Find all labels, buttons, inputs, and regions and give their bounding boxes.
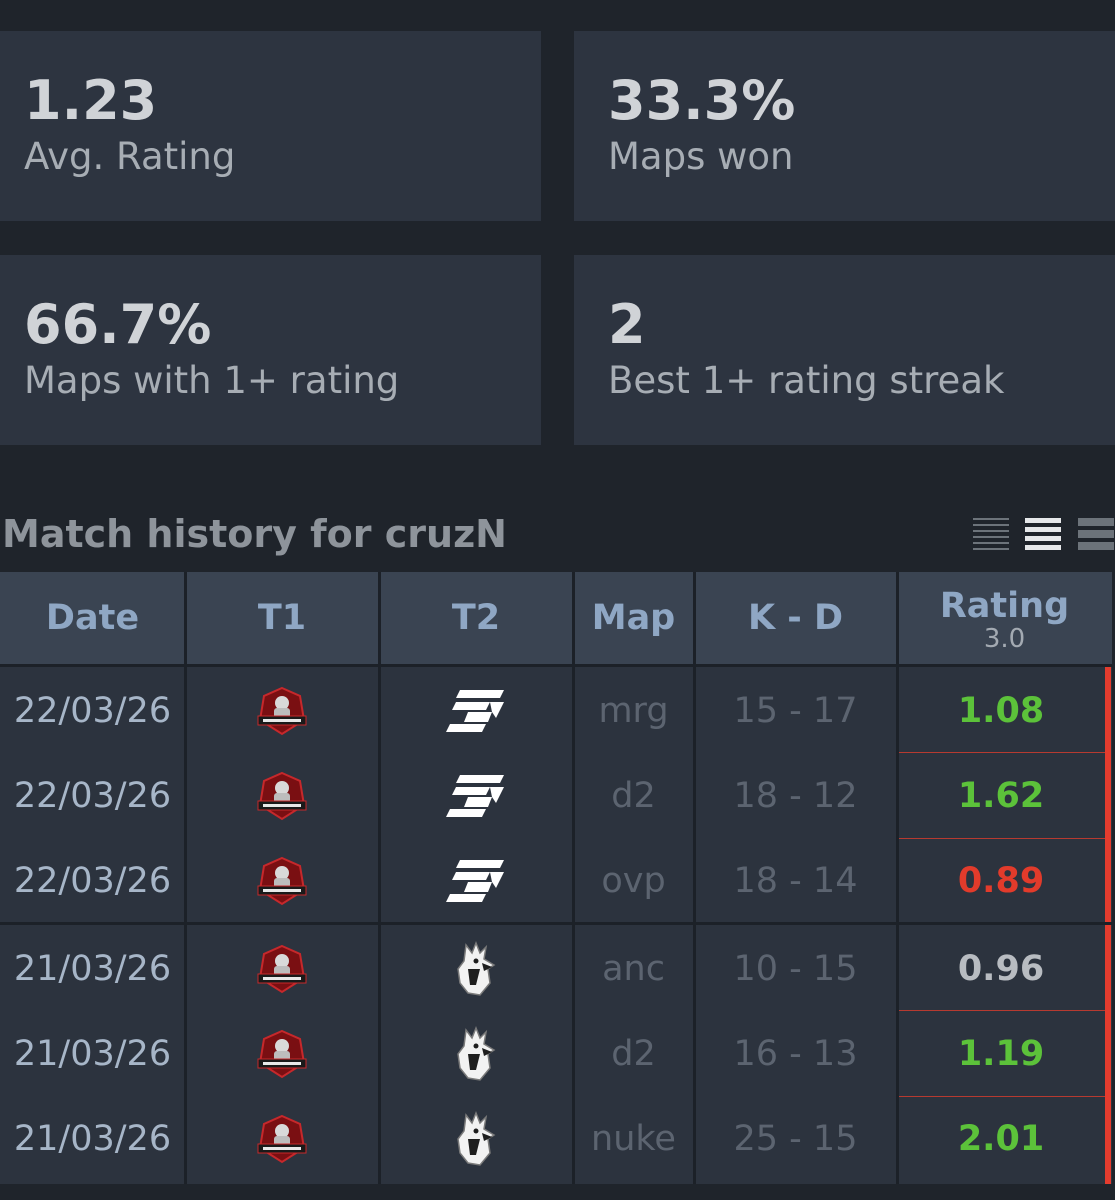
cell-kd: 15 - 17 xyxy=(733,690,858,731)
column-header-t1[interactable]: T1 xyxy=(257,598,307,638)
column-header-kd[interactable]: K - D xyxy=(747,598,844,638)
row-divider xyxy=(0,664,1112,667)
rating-divider xyxy=(899,1010,1105,1011)
cell-date: 21/03/26 xyxy=(13,948,172,989)
overknight-logo[interactable] xyxy=(185,838,379,923)
overknight-logo[interactable] xyxy=(185,1096,379,1181)
rating-divider xyxy=(899,752,1105,753)
column-header-t2[interactable]: T2 xyxy=(451,598,501,638)
cell-rating: 1.62 xyxy=(957,775,1045,816)
cell-kd: 10 - 15 xyxy=(733,948,858,989)
stat-label: Maps won xyxy=(608,135,794,178)
stat-value: 66.7% xyxy=(24,293,212,356)
overknight-logo[interactable] xyxy=(185,1011,379,1096)
column-header-date[interactable]: Date xyxy=(45,598,140,638)
cell-date: 22/03/26 xyxy=(13,775,172,816)
overknight-logo[interactable] xyxy=(185,753,379,838)
cell-date: 22/03/26 xyxy=(13,860,172,901)
medium-list-icon[interactable] xyxy=(1025,516,1061,552)
cell-kd: 25 - 15 xyxy=(733,1118,858,1159)
cell-kd: 18 - 12 xyxy=(733,775,858,816)
rating-version-label: 3.0 xyxy=(983,624,1026,654)
column-divider xyxy=(184,572,187,1184)
column-divider xyxy=(378,572,381,1184)
cell-rating: 2.01 xyxy=(957,1118,1045,1159)
stat-card-maps-won: 33.3% Maps won xyxy=(574,31,1115,221)
group-accent-bar xyxy=(1105,925,1111,1184)
stat-card-maps-1plus: 66.7% Maps with 1+ rating xyxy=(0,255,541,445)
stat-card-best-streak: 2 Best 1+ rating streak xyxy=(574,255,1115,445)
cell-kd: 16 - 13 xyxy=(733,1033,858,1074)
column-divider xyxy=(572,572,575,1184)
group-accent-bar xyxy=(1105,667,1111,922)
overknight-logo[interactable] xyxy=(185,926,379,1011)
stat-label: Avg. Rating xyxy=(24,135,236,178)
cell-rating: 0.96 xyxy=(957,948,1045,989)
striped-s-logo[interactable] xyxy=(379,753,573,838)
cell-map: anc xyxy=(602,948,665,989)
stat-label: Maps with 1+ rating xyxy=(24,359,400,402)
cell-kd: 18 - 14 xyxy=(733,860,858,901)
cell-map: nuke xyxy=(591,1118,676,1159)
rooster-logo[interactable] xyxy=(379,1011,573,1096)
stat-value: 2 xyxy=(608,293,646,356)
cell-map: d2 xyxy=(611,775,656,816)
column-divider xyxy=(896,572,899,1184)
cell-date: 22/03/26 xyxy=(13,690,172,731)
column-header-rating: Rating xyxy=(939,586,1070,626)
match-history-title: Match history for cruzN xyxy=(2,512,507,556)
wide-list-icon[interactable] xyxy=(1078,516,1114,552)
cell-rating: 1.19 xyxy=(957,1033,1045,1074)
column-header-map[interactable]: Map xyxy=(591,598,676,638)
rating-divider xyxy=(899,1096,1105,1097)
match-history-table: Date T1 T2 Map K - D Rating 3.0 22/03/26… xyxy=(0,572,1112,1184)
compact-list-icon[interactable] xyxy=(973,516,1009,552)
cell-rating: 1.08 xyxy=(957,690,1045,731)
overknight-logo[interactable] xyxy=(185,668,379,753)
cell-date: 21/03/26 xyxy=(13,1118,172,1159)
stat-value: 1.23 xyxy=(24,69,158,132)
cell-map: mrg xyxy=(598,690,669,731)
cell-map: d2 xyxy=(611,1033,656,1074)
column-header-rating-wrap[interactable]: Rating 3.0 xyxy=(897,572,1112,664)
rooster-logo[interactable] xyxy=(379,1096,573,1181)
row-divider xyxy=(0,922,1112,925)
rating-divider xyxy=(899,838,1105,839)
striped-s-logo[interactable] xyxy=(379,668,573,753)
stat-value: 33.3% xyxy=(608,69,796,132)
striped-s-logo[interactable] xyxy=(379,838,573,923)
cell-map: ovp xyxy=(601,860,666,901)
stat-label: Best 1+ rating streak xyxy=(608,359,1005,402)
table-header: Date T1 T2 Map K - D Rating 3.0 xyxy=(0,572,1112,664)
cell-date: 21/03/26 xyxy=(13,1033,172,1074)
rooster-logo[interactable] xyxy=(379,926,573,1011)
cell-rating: 0.89 xyxy=(957,860,1045,901)
stat-card-avg-rating: 1.23 Avg. Rating xyxy=(0,31,541,221)
column-divider xyxy=(693,572,696,1184)
